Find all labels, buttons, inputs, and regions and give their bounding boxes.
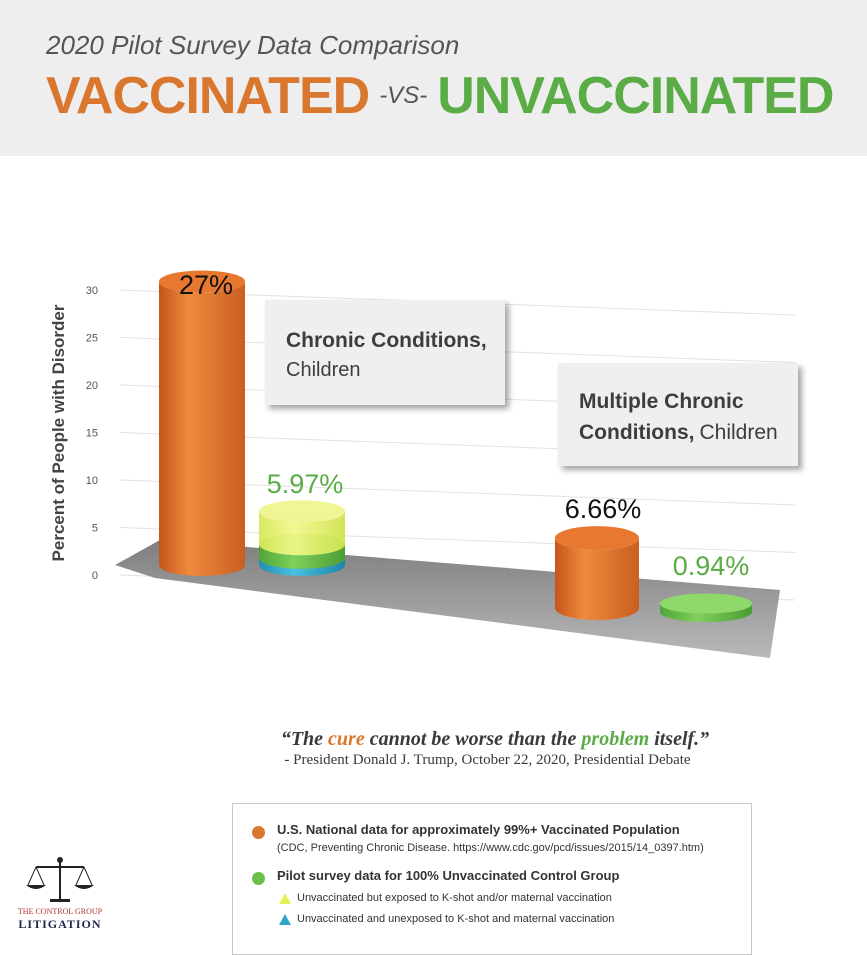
bar-unvaccinated-0-yellow bbox=[259, 500, 345, 556]
quote-close: itself.” bbox=[649, 728, 710, 750]
header-banner: 2020 Pilot Survey Data Comparison VACCIN… bbox=[0, 0, 867, 156]
bar-chart: 0 5 10 15 20 25 30 Percent of People with Diso… bbox=[49, 270, 798, 658]
y-tick-label: 5 bbox=[92, 523, 98, 535]
page-subtitle: 2020 Pilot Survey Data Comparison bbox=[46, 30, 460, 60]
category-label-normal: Children bbox=[699, 421, 777, 444]
orange-dot-icon bbox=[252, 826, 265, 839]
bar-unvaccinated-0-green-side bbox=[259, 544, 345, 569]
bar-unvaccinated-1-top bbox=[660, 593, 752, 614]
bar-vaccinated-0-top bbox=[159, 270, 245, 293]
bar-vaccinated-1 bbox=[555, 526, 639, 620]
legend-vaccinated-title: U.S. National data for approximately 99%… bbox=[277, 822, 680, 837]
category-label-chronic: Chronic Conditions, Children bbox=[265, 300, 505, 405]
green-dot-icon bbox=[252, 872, 265, 885]
y-tick-label: 30 bbox=[86, 285, 98, 297]
quote: “The cure cannot be worse than the probl… bbox=[0, 728, 867, 751]
y-tick-label: 10 bbox=[86, 475, 98, 487]
data-label: 6.66% bbox=[565, 494, 642, 524]
legend-vaccinated-source: (CDC, Preventing Chronic Disease. https:… bbox=[277, 842, 704, 854]
scales-of-justice-icon bbox=[26, 857, 94, 902]
bar-unvaccinated-0-yellow-side bbox=[259, 511, 345, 556]
y-axis-label: Percent of People with Disorder bbox=[49, 304, 68, 561]
logo: THE CONTROL GROUP LITIGATION bbox=[10, 855, 110, 935]
legend-unvaccinated-title: Pilot survey data for 100% Unvaccinated … bbox=[277, 868, 620, 883]
yellow-triangle-icon bbox=[279, 893, 291, 904]
data-label: 5.97% bbox=[267, 469, 344, 499]
bar-vaccinated-0 bbox=[159, 270, 245, 576]
page-title: VACCINATED -VS- UNVACCINATED bbox=[46, 66, 834, 126]
category-box bbox=[265, 300, 505, 405]
category-label-bold: Multiple Chronic bbox=[579, 390, 744, 413]
title-unvaccinated: UNVACCINATED bbox=[437, 67, 834, 125]
bar-unvaccinated-1-side bbox=[660, 603, 752, 622]
bar-vaccinated-1-side bbox=[555, 538, 639, 620]
quote-problem: problem bbox=[581, 728, 650, 750]
legend: U.S. National data for approximately 99%… bbox=[232, 803, 752, 955]
quote-attribution: - President Donald J. Trump, October 22,… bbox=[284, 752, 691, 768]
title-vaccinated: VACCINATED bbox=[46, 67, 370, 125]
category-label-multiple: Multiple Chronic Conditions, Children bbox=[558, 363, 798, 466]
logo-line2: LITIGATION bbox=[18, 917, 102, 931]
category-label-line2: Conditions, Children bbox=[579, 421, 778, 444]
quote-mid: cannot be worse than the bbox=[364, 728, 582, 750]
bar-vaccinated-0-side bbox=[159, 281, 245, 576]
quote-open: “The bbox=[280, 728, 329, 750]
legend-unexposed: Unvaccinated and unexposed to K-shot and… bbox=[297, 913, 615, 925]
category-label-normal: Children bbox=[286, 359, 360, 381]
y-tick-label: 0 bbox=[92, 570, 98, 582]
category-label-bold: Chronic Conditions, bbox=[286, 329, 487, 352]
logo-line1: THE CONTROL GROUP bbox=[17, 907, 103, 916]
data-label: 0.94% bbox=[673, 551, 750, 581]
y-axis: 0 5 10 15 20 25 30 bbox=[86, 285, 98, 582]
y-tick-label: 25 bbox=[86, 333, 98, 345]
category-label-bold2: Conditions, bbox=[579, 421, 694, 444]
bar-unvaccinated-0-blue-side bbox=[259, 557, 345, 576]
bar-vaccinated-1-top bbox=[555, 526, 639, 551]
data-label: 27% bbox=[179, 270, 233, 300]
legend-exposed: Unvaccinated but exposed to K-shot and/o… bbox=[297, 892, 612, 904]
bar-unvaccinated-0-yellow-top bbox=[259, 500, 345, 523]
quote-cure: cure bbox=[328, 728, 365, 750]
bars bbox=[159, 270, 752, 622]
title-vs: -VS- bbox=[379, 82, 428, 109]
bar-labels: 27% 5.97% 6.66% 0.94% bbox=[179, 270, 749, 581]
blue-triangle-icon bbox=[279, 914, 291, 925]
bar-unvaccinated-1 bbox=[660, 593, 752, 622]
y-tick-label: 20 bbox=[86, 380, 98, 392]
y-tick-label: 15 bbox=[86, 428, 98, 440]
category-box bbox=[558, 363, 798, 466]
